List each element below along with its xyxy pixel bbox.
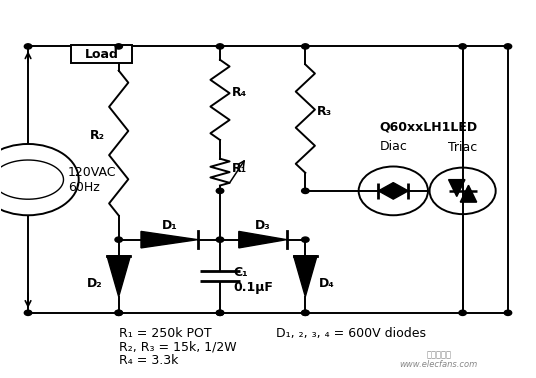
Text: R₂: R₂ bbox=[91, 129, 106, 142]
Text: Diac: Diac bbox=[379, 140, 407, 153]
Text: R₄ = 3.3k: R₄ = 3.3k bbox=[118, 354, 178, 367]
Polygon shape bbox=[141, 231, 198, 248]
Polygon shape bbox=[393, 183, 408, 199]
Polygon shape bbox=[239, 231, 287, 248]
Circle shape bbox=[24, 310, 32, 316]
Text: C₁
0.1μF: C₁ 0.1μF bbox=[233, 266, 273, 294]
Text: D₂: D₂ bbox=[87, 277, 103, 290]
Text: 120VAC
60Hz: 120VAC 60Hz bbox=[68, 166, 116, 194]
Text: R₄: R₄ bbox=[232, 86, 247, 99]
Circle shape bbox=[504, 310, 512, 316]
Polygon shape bbox=[107, 256, 130, 297]
Circle shape bbox=[459, 44, 466, 49]
Circle shape bbox=[302, 237, 309, 242]
Circle shape bbox=[302, 188, 309, 194]
Text: 电子发烧友
www.elecfans.com: 电子发烧友 www.elecfans.com bbox=[399, 350, 478, 369]
Polygon shape bbox=[294, 256, 317, 297]
Text: Q60xxLH1LED: Q60xxLH1LED bbox=[379, 121, 477, 134]
Circle shape bbox=[459, 310, 466, 316]
Circle shape bbox=[504, 44, 512, 49]
Circle shape bbox=[302, 44, 309, 49]
Circle shape bbox=[115, 44, 122, 49]
Text: Load: Load bbox=[85, 48, 118, 61]
Circle shape bbox=[302, 310, 309, 316]
Polygon shape bbox=[449, 180, 465, 197]
Circle shape bbox=[217, 188, 224, 194]
Circle shape bbox=[217, 310, 224, 316]
Text: D₃: D₃ bbox=[255, 219, 271, 232]
Text: R₁ = 250k POT: R₁ = 250k POT bbox=[118, 327, 211, 340]
Text: D₁, ₂, ₃, ₄ = 600V diodes: D₁, ₂, ₃, ₄ = 600V diodes bbox=[276, 327, 426, 340]
Circle shape bbox=[115, 237, 122, 242]
Text: Triac: Triac bbox=[448, 141, 477, 155]
Circle shape bbox=[217, 310, 224, 316]
Text: R₁: R₁ bbox=[232, 162, 247, 175]
Circle shape bbox=[217, 44, 224, 49]
Polygon shape bbox=[460, 185, 477, 202]
Text: D₄: D₄ bbox=[319, 277, 334, 290]
Text: R₂, R₃ = 15k, 1/2W: R₂, R₃ = 15k, 1/2W bbox=[118, 341, 236, 354]
Circle shape bbox=[115, 310, 122, 316]
Text: R₃: R₃ bbox=[317, 105, 332, 118]
Circle shape bbox=[302, 310, 309, 316]
Text: D₁: D₁ bbox=[161, 219, 177, 232]
Circle shape bbox=[115, 310, 122, 316]
Circle shape bbox=[24, 44, 32, 49]
Circle shape bbox=[217, 237, 224, 242]
Polygon shape bbox=[378, 183, 393, 199]
Bar bbox=[71, 45, 132, 63]
